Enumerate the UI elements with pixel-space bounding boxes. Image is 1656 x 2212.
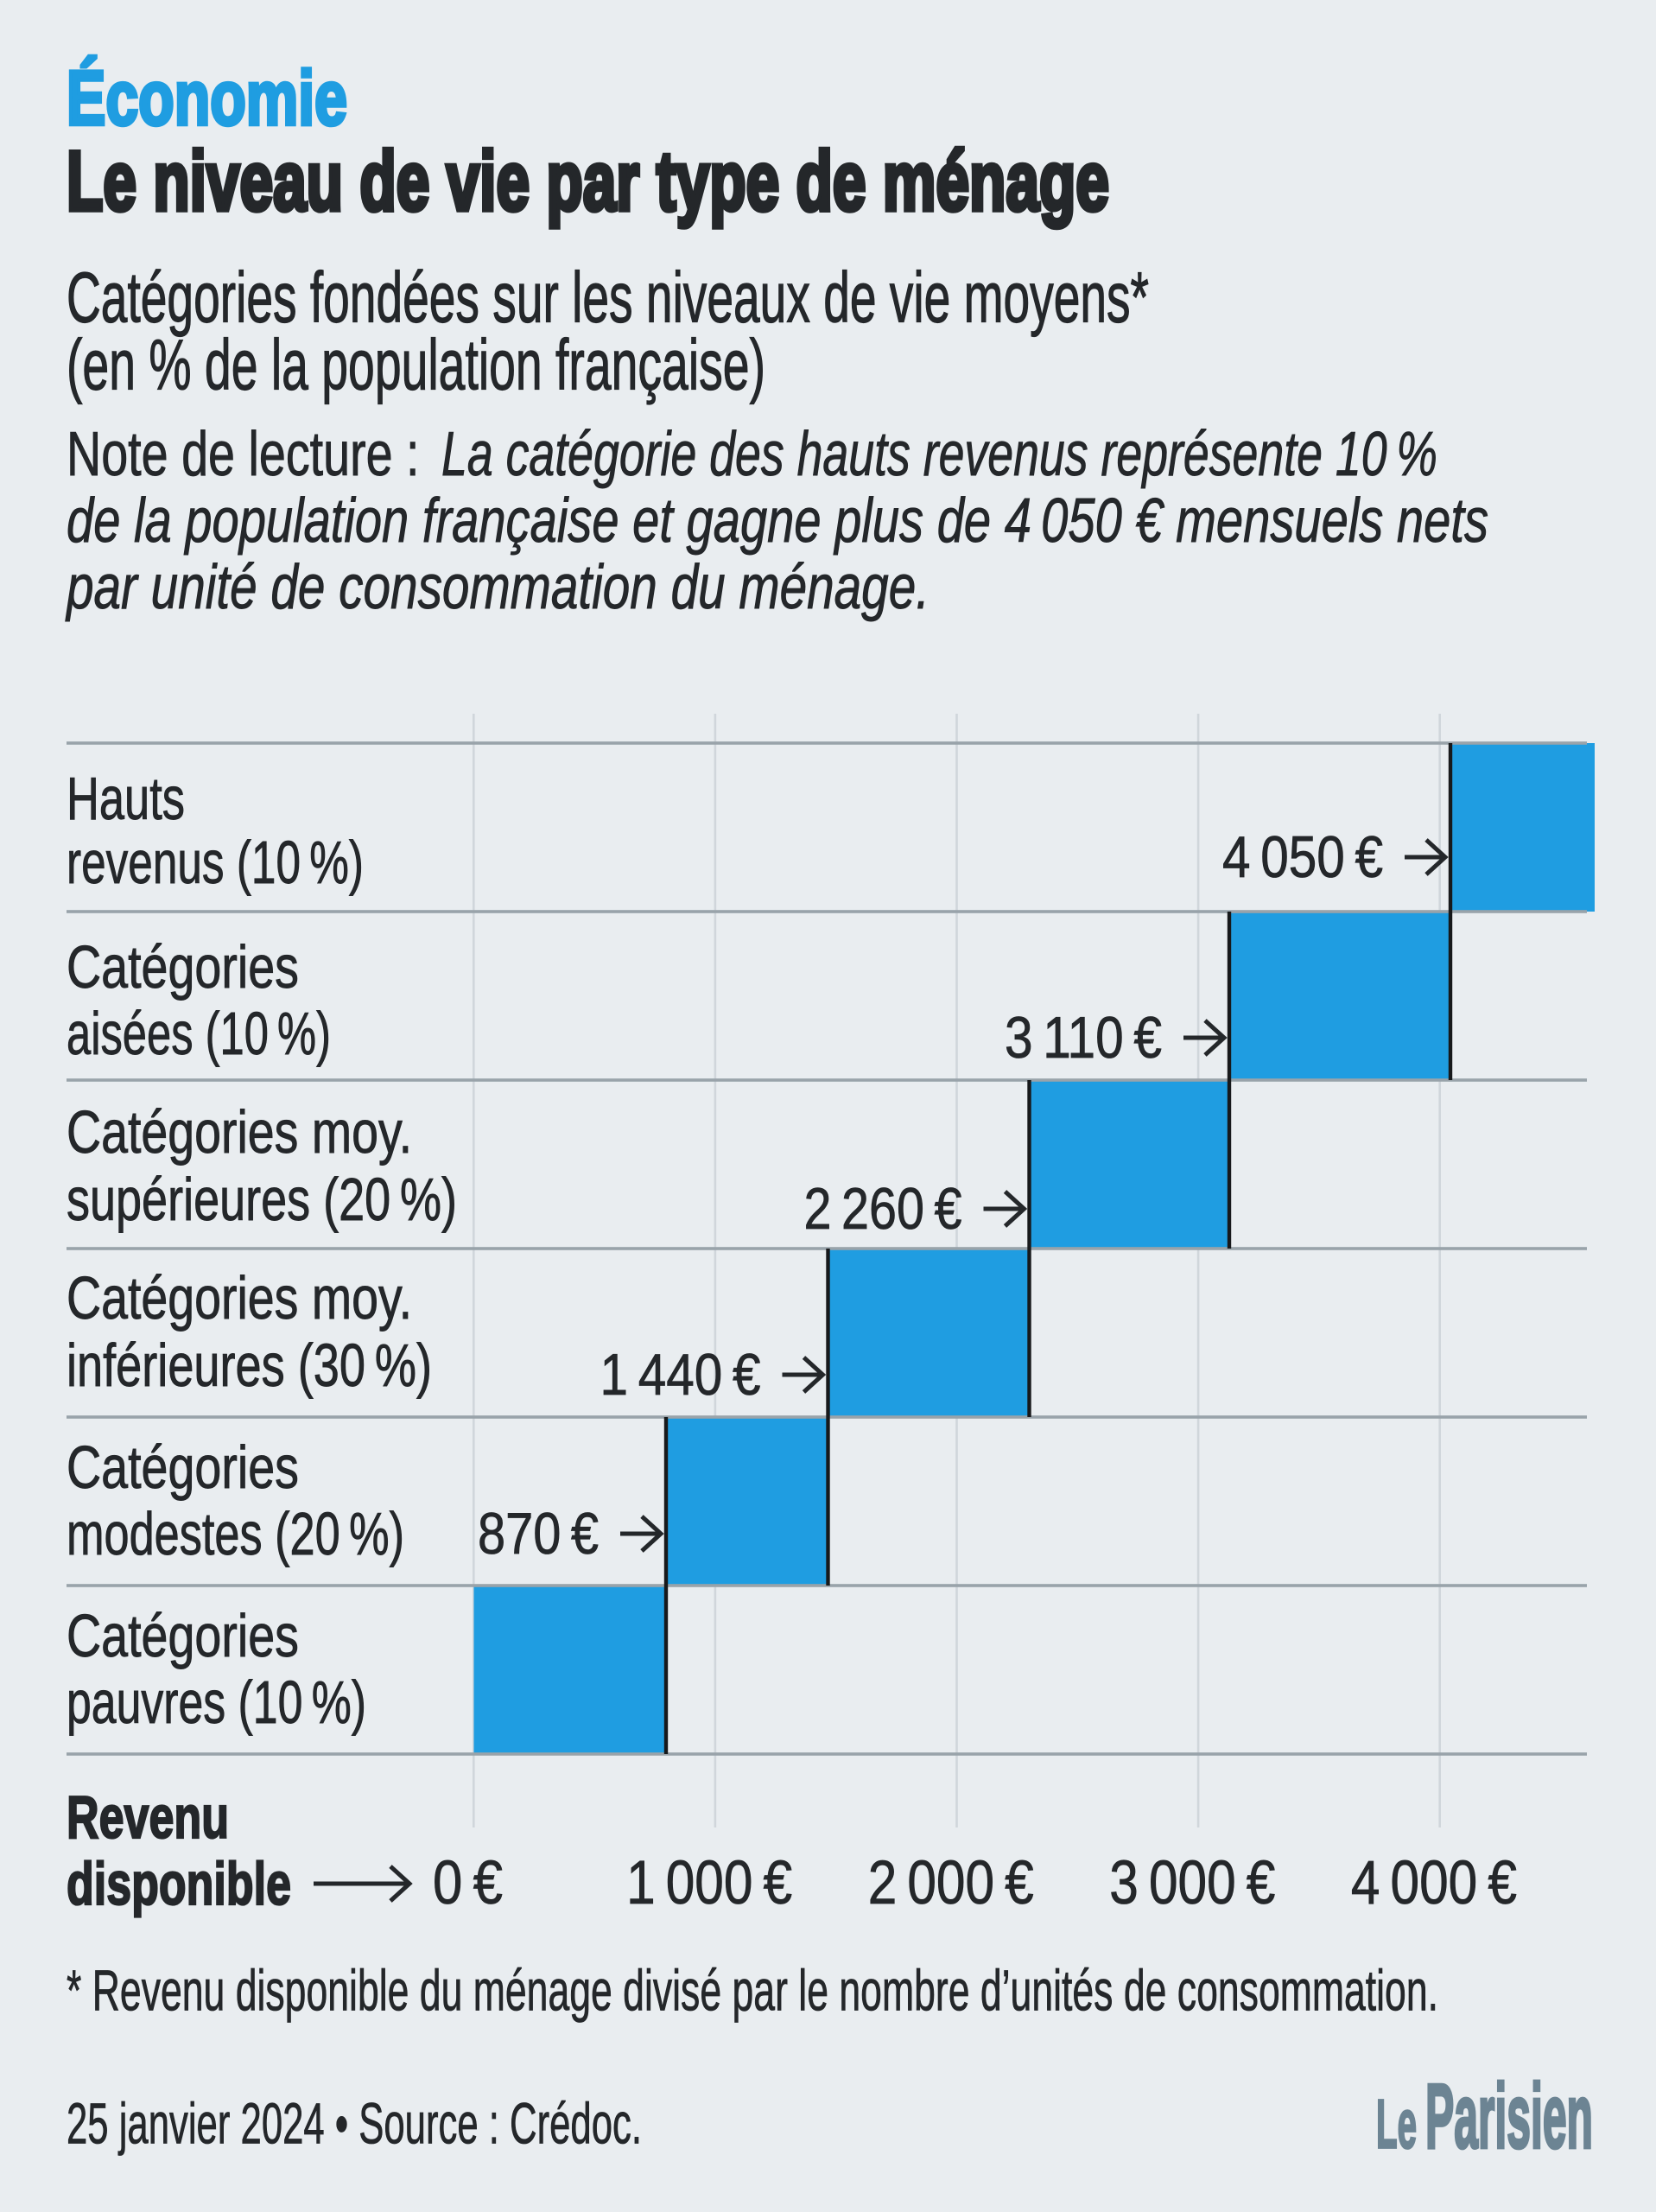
svg-text:* Revenu disponible du ménage: * Revenu disponible du ménage divisé par…	[67, 1959, 1438, 2024]
svg-text:4 000 €: 4 000 €	[1351, 1849, 1517, 1917]
svg-text:Catégories: Catégories	[67, 933, 299, 1001]
svg-text:inférieures (30 %): inférieures (30 %)	[67, 1332, 432, 1399]
svg-text:4 050 €: 4 050 €	[1222, 824, 1383, 890]
svg-text:Catégories: Catégories	[67, 1602, 299, 1669]
svg-text:1 000 €: 1 000 €	[626, 1849, 792, 1917]
svg-text:Économie: Économie	[67, 54, 347, 141]
svg-text:par unité de consommation du m: par unité de consommation du ménage.	[65, 553, 930, 622]
svg-text:3 000 €: 3 000 €	[1109, 1849, 1275, 1917]
svg-text:disponible: disponible	[67, 1850, 291, 1917]
svg-text:pauvres (10 %): pauvres (10 %)	[67, 1669, 366, 1736]
svg-text:modestes (20 %): modestes (20 %)	[67, 1500, 404, 1567]
svg-text:Catégories moy.: Catégories moy.	[67, 1264, 412, 1332]
svg-text:revenus (10 %): revenus (10 %)	[67, 829, 364, 896]
svg-text:2 000 €: 2 000 €	[868, 1849, 1034, 1917]
svg-text:de la population française et: de la population française et gagne plus…	[67, 486, 1488, 556]
svg-text:1 440 €: 1 440 €	[600, 1342, 761, 1408]
svg-text:Le: Le	[1376, 2086, 1417, 2163]
svg-text:Le niveau de vie par type de m: Le niveau de vie par type de ménage	[67, 134, 1109, 228]
svg-text:Revenu: Revenu	[67, 1783, 229, 1851]
svg-text:(en % de la population françai: (en % de la population française)	[67, 325, 765, 405]
svg-text:Catégories: Catégories	[67, 1433, 299, 1501]
svg-text:Hauts: Hauts	[67, 765, 185, 832]
svg-text:0 €: 0 €	[433, 1849, 503, 1917]
svg-text:Parisien: Parisien	[1425, 2066, 1593, 2168]
svg-text:2 260 €: 2 260 €	[804, 1176, 962, 1242]
svg-text:aisées (10 %): aisées (10 %)	[67, 1000, 331, 1067]
svg-text:25 janvier 2024 • Source : Cré: 25 janvier 2024 • Source : Crédoc.	[67, 2092, 642, 2157]
svg-text:supérieures (20 %): supérieures (20 %)	[67, 1166, 457, 1233]
svg-text:Note de lecture :: Note de lecture :	[67, 420, 433, 489]
svg-text:La catégorie des hauts revenus: La catégorie des hauts revenus représent…	[441, 420, 1437, 489]
svg-text:870 €: 870 €	[478, 1501, 599, 1567]
svg-text:3 110 €: 3 110 €	[1005, 1005, 1162, 1071]
svg-text:Catégories moy.: Catégories moy.	[67, 1098, 412, 1166]
svg-text:Catégories fondées sur les niv: Catégories fondées sur les niveaux de vi…	[67, 257, 1149, 338]
